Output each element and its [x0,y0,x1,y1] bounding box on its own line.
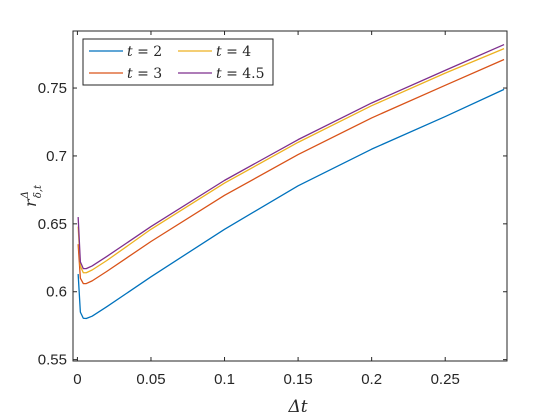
x-tick-label: 0.25 [431,371,460,388]
x-axis-ticks: 0 0.05 0.1 0.15 0.2 0.25 [73,31,460,388]
series-line-3 [77,48,505,274]
x-tick-label: 0.2 [361,371,382,388]
y-axis-label-sub: δ,t [33,184,44,198]
y-tick-label: 0.75 [38,80,67,97]
plot-area [73,31,507,361]
legend-box [82,38,274,86]
y-tick-label: 0.65 [38,216,67,233]
x-tick-label: 0.15 [283,371,312,388]
legend-label-4: t = 4.5 [216,66,265,82]
series-lines [77,43,505,320]
series-line-4 [77,43,505,270]
y-axis-label: rΔ δ,t [20,184,44,207]
series-line-2 [77,58,505,285]
y-tick-label: 0.55 [38,352,67,369]
series-line-1 [77,88,505,320]
y-axis-ticks: 0.55 0.6 0.65 0.7 0.75 [38,80,507,369]
x-axis-label: Δt [287,397,307,417]
legend-items: t = 2 t = 3 t = 4 t = 4.5 [89,44,265,82]
legend-label-3: t = 4 [216,44,251,60]
plot-frame [72,30,508,362]
y-axis-label-main: r [21,198,40,207]
legend-label-1: t = 2 [127,44,162,60]
y-axis-label-sup: Δ [20,191,31,199]
svg-text:rΔδ,t: rΔ δ,t [20,184,44,207]
y-tick-label: 0.7 [46,148,67,165]
legend: t = 2 t = 3 t = 4 t = 4.5 [82,38,274,86]
legend-label-2: t = 3 [127,66,162,82]
x-tick-label: 0.05 [136,371,165,388]
y-tick-label: 0.6 [46,284,67,301]
x-tick-label: 0 [73,371,81,388]
x-tick-label: 0.1 [214,371,235,388]
